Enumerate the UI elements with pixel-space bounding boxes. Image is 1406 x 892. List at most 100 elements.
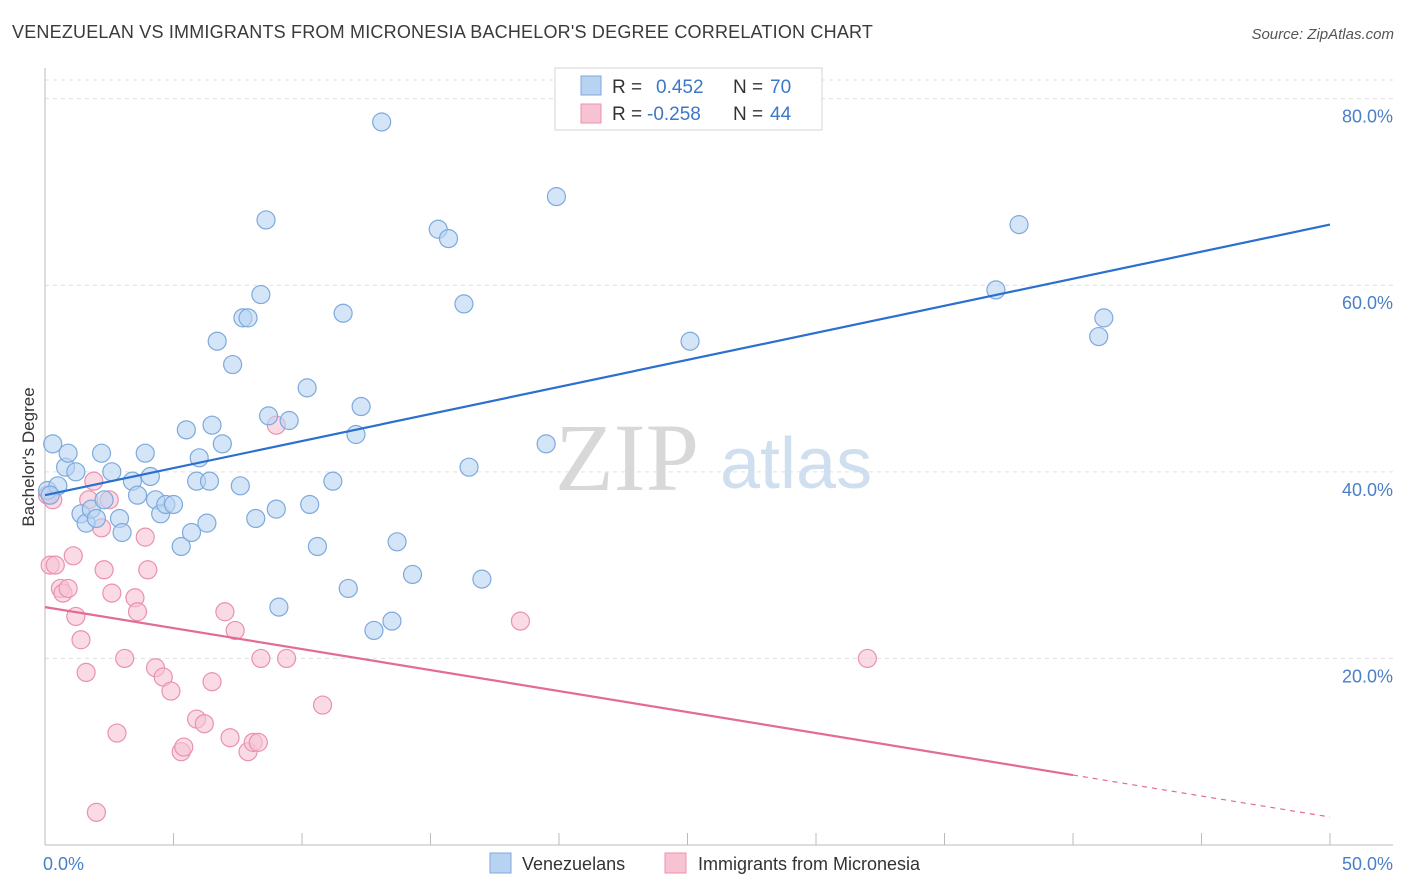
- trend-lines: [44, 223, 1331, 818]
- y-tick-label: 20.0%: [1342, 666, 1393, 686]
- micronesia-point: [127, 602, 148, 622]
- y-axis-tick-labels: 20.0% 40.0% 60.0% 80.0%: [1342, 107, 1393, 687]
- bottom-legend-label-micronesia: Immigrants from Micronesia: [698, 854, 921, 874]
- venezuelan-point: [438, 228, 459, 249]
- micronesia-point: [107, 723, 127, 743]
- venezuelan-point: [256, 210, 276, 230]
- venezuelan-point: [102, 462, 122, 482]
- venezuelan-point: [382, 611, 402, 631]
- venezuelan-point: [297, 378, 317, 398]
- legend-r-label-1: R =: [612, 77, 642, 98]
- y-axis-label: Bachelor's Degree: [19, 387, 38, 526]
- micronesia-point: [510, 611, 531, 631]
- venezuelan-point: [372, 112, 392, 132]
- micronesia-point: [45, 555, 65, 575]
- x-axis-tick-labels: 0.0% 50.0%: [43, 854, 1393, 874]
- venezuelan-point: [279, 410, 299, 431]
- venezuelan-point: [1089, 326, 1109, 347]
- legend-swatch-pink: [580, 103, 602, 124]
- venezuelan-point: [66, 462, 86, 482]
- venezuelan-point: [536, 434, 556, 454]
- micronesia-point: [71, 630, 91, 650]
- venezuelan-point: [1009, 215, 1029, 235]
- venezuelan-point: [364, 620, 384, 641]
- venezuelan-point: [94, 490, 114, 510]
- venezuelan-point: [238, 308, 258, 328]
- micronesia-point: [58, 578, 78, 599]
- legend-swatch-blue: [580, 75, 602, 96]
- venezuelan-point: [459, 457, 479, 477]
- venezuelan-point: [202, 415, 222, 435]
- venezuelan-point: [163, 494, 184, 515]
- correlation-legend: R = 0.452 N = 70 R = -0.258 N = 44: [554, 67, 823, 131]
- watermark: ZIP atlas: [555, 404, 872, 511]
- venezuelan-point: [127, 485, 148, 505]
- micronesia-point: [86, 802, 107, 822]
- chart-title: VENEZUELAN VS IMMIGRANTS FROM MICRONESIA…: [12, 22, 873, 42]
- venezuelan-point: [338, 578, 358, 599]
- micronesia-trend-line-extension: [1072, 774, 1331, 818]
- x-tick-label-min: 0.0%: [43, 854, 84, 874]
- legend-r-value-2: -0.258: [647, 104, 701, 125]
- chart-source: Source: ZipAtlas.com: [1251, 26, 1394, 43]
- venezuelan-point: [323, 471, 343, 491]
- micronesia-point: [94, 560, 114, 580]
- legend-r-value-1: 0.452: [656, 77, 704, 98]
- micronesia-point: [225, 620, 245, 641]
- micronesia-point: [161, 681, 181, 701]
- legend-n-value-1: 70: [770, 77, 791, 98]
- venezuelan-point: [135, 443, 155, 463]
- venezuelan-point: [43, 434, 63, 454]
- series-venezuelans: [37, 112, 1114, 641]
- venezuelan-trend-line: [44, 223, 1331, 497]
- venezuelan-point: [86, 508, 107, 529]
- venezuelan-point: [333, 303, 353, 323]
- bottom-legend: Venezuelans Immigrants from Micronesia: [489, 852, 921, 874]
- axes: [44, 68, 1393, 846]
- venezuelan-point: [176, 420, 196, 440]
- micronesia-point: [138, 560, 158, 580]
- venezuelan-point: [212, 434, 232, 454]
- venezuelan-point: [246, 508, 266, 529]
- micronesia-point: [135, 527, 155, 547]
- micronesia-point: [251, 648, 271, 669]
- y-tick-label: 60.0%: [1342, 293, 1393, 313]
- micronesia-point: [194, 714, 214, 734]
- legend-n-value-2: 44: [770, 104, 792, 125]
- venezuelan-point: [351, 396, 371, 417]
- venezuelan-point: [58, 443, 78, 463]
- micronesia-point: [276, 648, 297, 669]
- bottom-legend-label-venezuelans: Venezuelans: [522, 854, 625, 874]
- venezuelan-point: [454, 294, 474, 314]
- micronesia-point: [215, 602, 235, 622]
- venezuelan-point: [91, 443, 112, 463]
- venezuelan-point: [140, 466, 160, 487]
- watermark-atlas: atlas: [720, 424, 872, 504]
- x-axis-ticks: [44, 833, 1331, 845]
- micronesia-point: [115, 648, 135, 669]
- venezuelan-point: [181, 522, 202, 543]
- watermark-zip: ZIP: [555, 404, 699, 511]
- y-tick-label: 40.0%: [1342, 480, 1393, 500]
- micronesia-point: [76, 662, 96, 683]
- micronesia-point: [857, 648, 878, 669]
- micronesia-trend-line: [44, 606, 1074, 777]
- venezuelan-point: [1094, 308, 1114, 328]
- legend-r-label-2: R =: [612, 104, 642, 125]
- venezuelan-point: [266, 499, 286, 519]
- venezuelan-point: [546, 187, 567, 207]
- venezuelan-point: [307, 536, 328, 557]
- venezuelan-point: [387, 532, 407, 552]
- venezuelan-point: [472, 569, 492, 589]
- micronesia-point: [63, 546, 83, 566]
- gridlines: [45, 79, 1393, 659]
- venezuelan-point: [197, 513, 217, 533]
- micronesia-point: [84, 471, 104, 491]
- legend-n-label-1: N =: [733, 77, 763, 98]
- micronesia-point: [102, 583, 122, 603]
- venezuelan-point: [251, 284, 271, 305]
- x-tick-label-max: 50.0%: [1342, 854, 1393, 874]
- micronesia-point: [202, 672, 222, 692]
- venezuelan-point: [269, 597, 289, 617]
